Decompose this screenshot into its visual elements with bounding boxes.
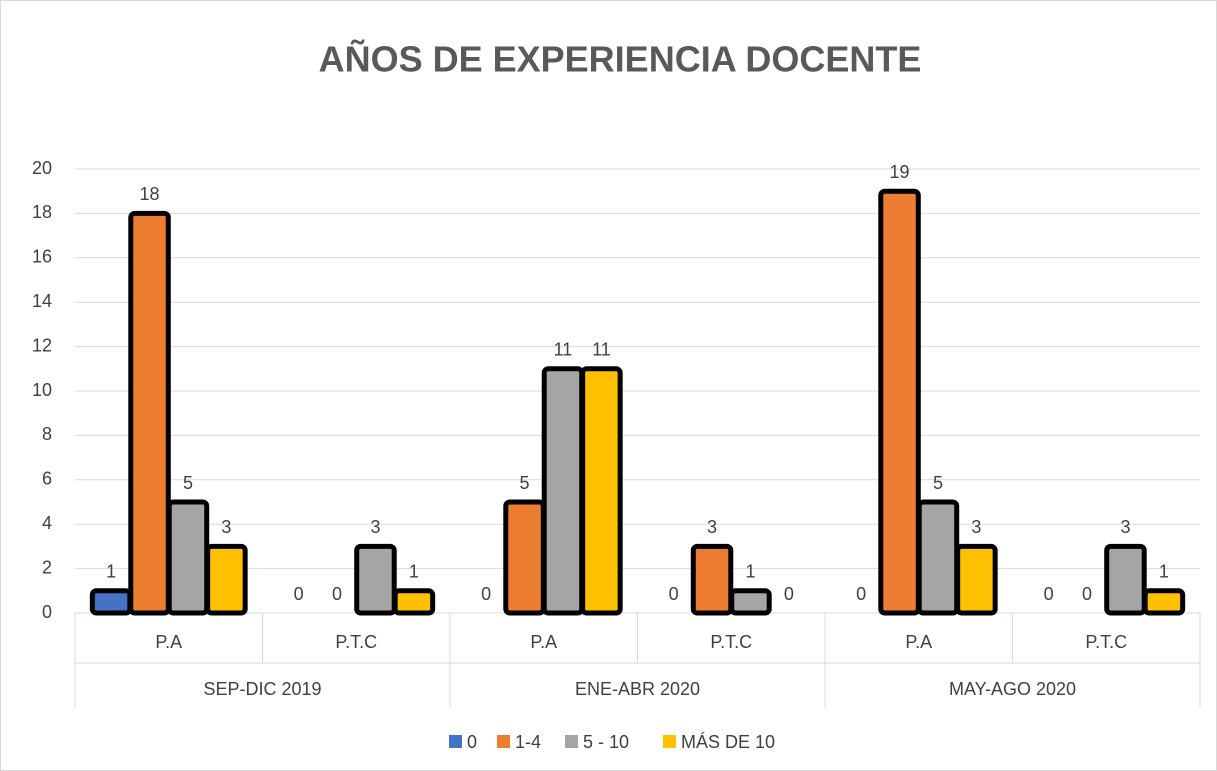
- data-label: 3: [707, 517, 717, 537]
- bar: [166, 499, 210, 616]
- x-tick-label: P.T.C: [1085, 632, 1127, 652]
- bar: [503, 499, 546, 616]
- data-label: 11: [554, 340, 573, 360]
- data-label: 0: [784, 584, 794, 604]
- bar: [354, 543, 397, 616]
- data-label: 1: [1159, 562, 1169, 582]
- data-label: 11: [592, 340, 611, 360]
- bar: [541, 366, 585, 616]
- data-label: 3: [1120, 517, 1130, 537]
- y-tick-label: 0: [42, 602, 52, 622]
- legend-swatch: [565, 735, 578, 748]
- legend-label: 5 - 10: [583, 732, 629, 752]
- y-tick-label: 14: [32, 291, 52, 311]
- x-tick-label: P.T.C: [710, 632, 752, 652]
- legend-swatch: [663, 735, 676, 748]
- bar: [128, 210, 171, 616]
- data-label: 0: [481, 584, 491, 604]
- y-tick-label: 2: [42, 557, 52, 577]
- y-tick-label: 12: [32, 335, 52, 355]
- group-label: ENE-ABR 2020: [575, 679, 700, 699]
- bar: [1104, 543, 1147, 616]
- data-label: 0: [332, 584, 342, 604]
- bar: [392, 588, 436, 616]
- y-tick-label: 18: [32, 202, 52, 222]
- data-label: 0: [294, 584, 304, 604]
- bar: [955, 543, 998, 616]
- legend-label: MÁS DE 10: [681, 732, 775, 752]
- data-label: 3: [971, 517, 981, 537]
- x-tick-label: P.A: [905, 632, 932, 652]
- legend-label: 0: [467, 732, 477, 752]
- data-label: 1: [409, 562, 419, 582]
- group-label: SEP-DIC 2019: [203, 679, 321, 699]
- data-label: 3: [221, 517, 231, 537]
- bar: [89, 588, 133, 616]
- data-label: 0: [1082, 584, 1092, 604]
- y-tick-label: 20: [32, 158, 52, 178]
- bar: [729, 588, 772, 616]
- y-tick-label: 8: [42, 424, 52, 444]
- x-tick-label: P.A: [530, 632, 557, 652]
- data-label: 5: [520, 473, 530, 493]
- group-label: MAY-AGO 2020: [949, 679, 1076, 699]
- chart-title: AÑOS DE EXPERIENCIA DOCENTE: [319, 38, 922, 80]
- y-tick-label: 10: [32, 380, 52, 400]
- legend-swatch: [449, 735, 462, 748]
- bar: [205, 543, 248, 616]
- data-label: 1: [745, 562, 755, 582]
- bar: [878, 188, 921, 616]
- data-label: 5: [933, 473, 943, 493]
- x-tick-label: P.A: [155, 632, 182, 652]
- data-label: 19: [890, 162, 910, 182]
- legend-swatch: [497, 735, 510, 748]
- bar: [1142, 588, 1186, 616]
- legend-label: 1-4: [515, 732, 541, 752]
- data-label: 0: [1044, 584, 1054, 604]
- data-label: 0: [669, 584, 679, 604]
- bar: [690, 543, 734, 616]
- y-tick-label: 6: [42, 469, 52, 489]
- data-label: 3: [370, 517, 380, 537]
- data-label: 1: [106, 562, 116, 582]
- data-label: 18: [140, 184, 160, 204]
- bar: [916, 499, 960, 616]
- data-label: 0: [856, 584, 866, 604]
- y-tick-label: 4: [42, 513, 52, 533]
- x-tick-label: P.T.C: [335, 632, 377, 652]
- y-tick-label: 16: [32, 247, 52, 267]
- bar: [580, 366, 623, 616]
- data-label: 5: [183, 473, 193, 493]
